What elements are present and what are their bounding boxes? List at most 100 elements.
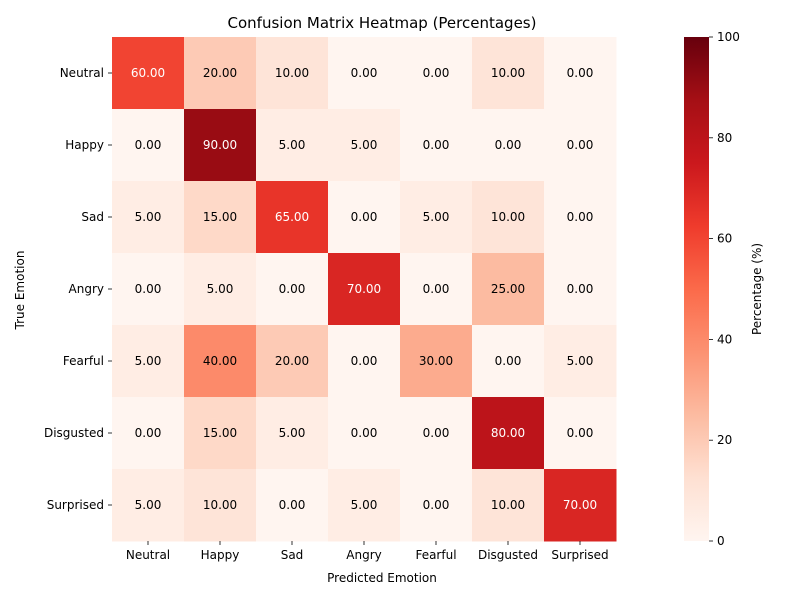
heatmap-cell	[400, 181, 473, 254]
colorbar-tick-label: 80	[717, 131, 732, 145]
heatmap-cell	[112, 325, 185, 398]
heatmap-cell	[328, 181, 401, 254]
colorbar-tick-label: 100	[717, 30, 740, 44]
heatmap-cells: 60.00 20.00 10.00 0.00 0.00 10.00 0.00 0.00 90.0…	[112, 37, 617, 542]
x-tick-label: Angry	[346, 548, 381, 562]
cell-value-label: 5.00	[135, 210, 162, 224]
colorbar-label: Percentage (%)	[750, 243, 764, 335]
heatmap-cell	[328, 109, 401, 182]
heatmap-cell	[256, 469, 329, 542]
heatmap-cell	[328, 397, 401, 470]
cell-value-label: 5.00	[423, 210, 450, 224]
heatmap-cell	[472, 37, 545, 110]
heatmap-cell	[256, 253, 329, 326]
cell-value-label: 0.00	[423, 426, 450, 440]
x-tick-label: Happy	[201, 548, 240, 562]
heatmap-cell	[112, 397, 185, 470]
heatmap-cell	[328, 469, 401, 542]
heatmap-cell	[256, 181, 329, 254]
cell-value-label: 5.00	[207, 282, 234, 296]
y-tick-label: Disgusted	[44, 426, 104, 440]
cell-value-label: 15.00	[203, 426, 237, 440]
cell-value-label: 80.00	[491, 426, 525, 440]
heatmap-cell	[112, 109, 185, 182]
cell-value-label: 10.00	[491, 498, 525, 512]
colorbar-tick-label: 40	[717, 332, 732, 346]
heatmap-cell	[328, 253, 401, 326]
cell-value-label: 0.00	[351, 66, 378, 80]
heatmap-cell	[184, 109, 257, 182]
cell-value-label: 0.00	[495, 354, 522, 368]
heatmap-cell	[184, 469, 257, 542]
x-tick-label: Fearful	[415, 548, 456, 562]
heatmap-cell	[400, 469, 473, 542]
cell-value-label: 5.00	[351, 138, 378, 152]
cell-value-label: 0.00	[567, 66, 594, 80]
cell-value-label: 5.00	[135, 354, 162, 368]
heatmap-cell	[400, 325, 473, 398]
cell-value-label: 0.00	[423, 138, 450, 152]
heatmap-cell	[472, 253, 545, 326]
cell-value-label: 0.00	[423, 66, 450, 80]
heatmap-cell	[400, 253, 473, 326]
cell-value-label: 70.00	[563, 498, 597, 512]
heatmap-cell	[256, 37, 329, 110]
heatmap-cell	[472, 181, 545, 254]
heatmap-cell	[184, 397, 257, 470]
heatmap-cell	[112, 37, 185, 110]
cell-value-label: 5.00	[279, 426, 306, 440]
heatmap-cell	[472, 469, 545, 542]
x-tick-label: Sad	[281, 548, 304, 562]
heatmap-cell	[400, 109, 473, 182]
y-tick-label: Angry	[69, 282, 104, 296]
heatmap-cell	[328, 37, 401, 110]
cell-value-label: 0.00	[495, 138, 522, 152]
heatmap-cell	[472, 109, 545, 182]
cell-value-label: 15.00	[203, 210, 237, 224]
y-axis: Neutral Happy Sad Angry Fearful Disgusted Surp…	[44, 66, 112, 512]
heatmap-cell	[544, 325, 617, 398]
cell-value-label: 0.00	[351, 210, 378, 224]
cell-value-label: 65.00	[275, 210, 309, 224]
x-tick-label: Disgusted	[478, 548, 538, 562]
cell-value-label: 0.00	[279, 282, 306, 296]
heatmap-cell	[400, 397, 473, 470]
cell-value-label: 0.00	[567, 138, 594, 152]
cell-value-label: 10.00	[491, 66, 525, 80]
heatmap-cell	[544, 181, 617, 254]
colorbar-ticks: 0 20 40 60 80 100	[709, 30, 740, 548]
cell-value-label: 70.00	[347, 282, 381, 296]
colorbar-gradient	[684, 37, 709, 541]
heatmap-cell	[544, 37, 617, 110]
chart-title: Confusion Matrix Heatmap (Percentages)	[228, 14, 537, 32]
heatmap-cell	[544, 253, 617, 326]
colorbar-tick-label: 20	[717, 433, 732, 447]
cell-value-label: 10.00	[275, 66, 309, 80]
heatmap-cell	[472, 325, 545, 398]
colorbar: 0 20 40 60 80 100 Percentage (%)	[684, 30, 764, 548]
x-axis-label: Predicted Emotion	[327, 571, 437, 585]
y-tick-label: Fearful	[63, 354, 104, 368]
cell-value-label: 0.00	[135, 282, 162, 296]
heatmap-cell	[544, 397, 617, 470]
colorbar-tick-label: 0	[717, 534, 725, 548]
cell-value-label: 60.00	[131, 66, 165, 80]
heatmap-cell	[472, 397, 545, 470]
y-tick-label: Happy	[65, 138, 104, 152]
cell-value-label: 0.00	[567, 210, 594, 224]
cell-value-label: 90.00	[203, 138, 237, 152]
cell-value-label: 0.00	[279, 498, 306, 512]
heatmap-cell	[256, 397, 329, 470]
cell-value-label: 5.00	[567, 354, 594, 368]
heatmap-cell	[184, 181, 257, 254]
cell-value-label: 0.00	[351, 354, 378, 368]
cell-value-label: 40.00	[203, 354, 237, 368]
cell-value-label: 0.00	[567, 282, 594, 296]
y-tick-label: Neutral	[60, 66, 104, 80]
cell-value-label: 25.00	[491, 282, 525, 296]
heatmap-cell	[112, 469, 185, 542]
heatmap-cell	[544, 109, 617, 182]
y-tick-label: Sad	[81, 210, 104, 224]
